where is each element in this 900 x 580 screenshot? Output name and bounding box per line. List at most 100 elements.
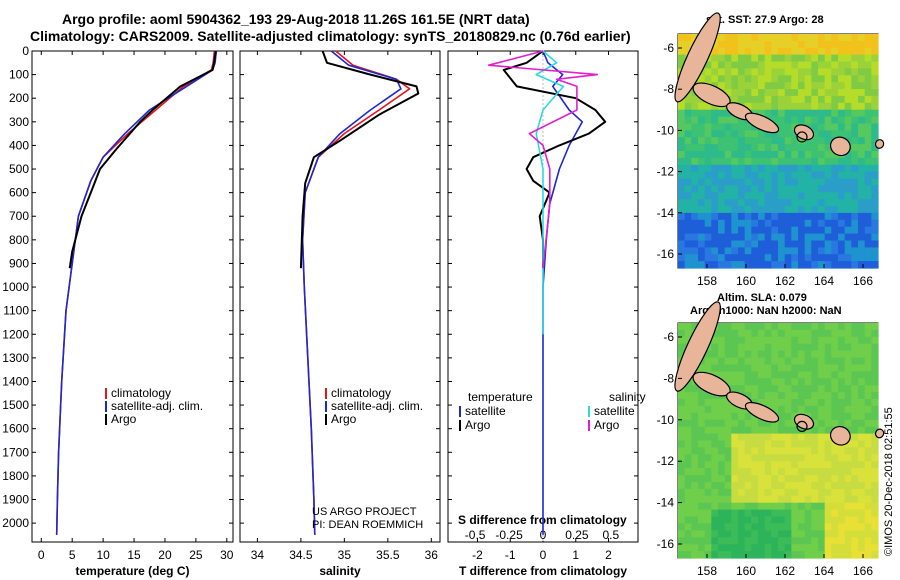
map-cell: [811, 47, 819, 56]
map-cell: [784, 475, 792, 483]
map-cell: [818, 54, 826, 63]
map-cell: [871, 47, 879, 56]
map-cell: [818, 61, 826, 69]
map-cell: [804, 144, 812, 152]
map-cell: [718, 336, 726, 345]
map-cell: [784, 516, 792, 524]
map-cell: [831, 551, 839, 559]
map-cell: [744, 130, 752, 138]
map-cell: [784, 226, 792, 235]
map-lon-label: 166: [853, 274, 873, 288]
map-cell: [844, 212, 852, 221]
map-cell: [778, 488, 786, 497]
map-cell: [691, 495, 699, 504]
map-cell: [858, 482, 866, 490]
map-cell: [871, 54, 879, 63]
map-cell: [678, 399, 686, 407]
map-cell: [811, 144, 819, 152]
map-cell: [824, 551, 832, 559]
map-cell: [831, 336, 839, 345]
map-cell: [764, 371, 772, 379]
map-cell: [738, 192, 746, 200]
map-cell: [778, 412, 786, 421]
map-cell: [711, 495, 719, 504]
map-cell: [724, 440, 732, 448]
map-cell: [784, 137, 792, 145]
map-cell: [838, 68, 846, 76]
map-cell: [791, 54, 799, 63]
map-cell: [758, 399, 766, 407]
map-cell: [851, 392, 859, 400]
map-cell: [678, 226, 686, 235]
y-tick-label: 100: [9, 68, 29, 82]
map-cell: [684, 468, 692, 476]
map-cell: [864, 530, 872, 538]
map-cell: [698, 392, 706, 400]
series-line-satellite_s: [535, 50, 565, 335]
map-cell: [724, 475, 732, 483]
map-cell: [778, 47, 786, 56]
map-cell: [678, 254, 686, 262]
map-cell: [764, 75, 772, 83]
map-cell: [704, 551, 712, 559]
map-cell: [804, 509, 812, 518]
map-cell: [764, 206, 772, 214]
map-cell: [824, 392, 832, 400]
map-cell: [784, 378, 792, 386]
map-cell: [798, 75, 806, 83]
map-cell: [871, 509, 879, 518]
map-cell: [718, 461, 726, 469]
map-cell: [731, 405, 739, 414]
map-cell: [704, 199, 712, 207]
map-cell: [691, 212, 699, 221]
map-cell: [704, 475, 712, 483]
map-cell: [871, 502, 879, 511]
legend-label-argo: Argo: [111, 412, 137, 426]
map-cell: [858, 144, 866, 152]
map-cell: [771, 185, 779, 193]
map-cell: [684, 433, 692, 442]
map-cell: [791, 323, 799, 331]
map-cell: [851, 454, 859, 462]
map-cell: [718, 468, 726, 476]
map-cell: [744, 261, 752, 269]
map-cell: [831, 488, 839, 497]
map-cell: [764, 261, 772, 269]
map-cell: [858, 364, 866, 372]
map-cell: [724, 495, 732, 504]
map-cell: [784, 419, 792, 428]
map-cell: [778, 54, 786, 63]
map-cell: [784, 412, 792, 421]
y-tick-label: 500: [9, 162, 29, 176]
map-cell: [751, 426, 759, 435]
map-cell: [858, 109, 866, 118]
map-cell: [718, 75, 726, 83]
map-cell: [751, 199, 759, 207]
map-cell: [744, 468, 752, 476]
map-cell: [724, 357, 732, 366]
map-cell: [764, 47, 772, 56]
legend-title-temperature: temperature: [468, 390, 533, 404]
map-cell: [824, 378, 832, 386]
map-cell: [798, 336, 806, 345]
map-cell: [851, 475, 859, 483]
map-cell: [684, 385, 692, 393]
map-cell: [811, 219, 819, 228]
map-cell: [678, 509, 686, 518]
map-cell: [678, 192, 686, 200]
map-cell: [711, 454, 719, 462]
map-cell: [838, 530, 846, 538]
map-cell: [824, 192, 832, 200]
map-cell: [778, 426, 786, 435]
map-cell: [758, 454, 766, 462]
map-cell: [684, 502, 692, 511]
map-cell: [751, 537, 759, 545]
map-cell: [811, 199, 819, 207]
map-cell: [764, 461, 772, 469]
map-cell: [691, 392, 699, 400]
map-cell: [838, 412, 846, 421]
map-cell: [751, 350, 759, 359]
map-cell: [764, 254, 772, 262]
top-x-tick-label: -0.25: [495, 528, 523, 542]
map-cell: [838, 461, 846, 469]
